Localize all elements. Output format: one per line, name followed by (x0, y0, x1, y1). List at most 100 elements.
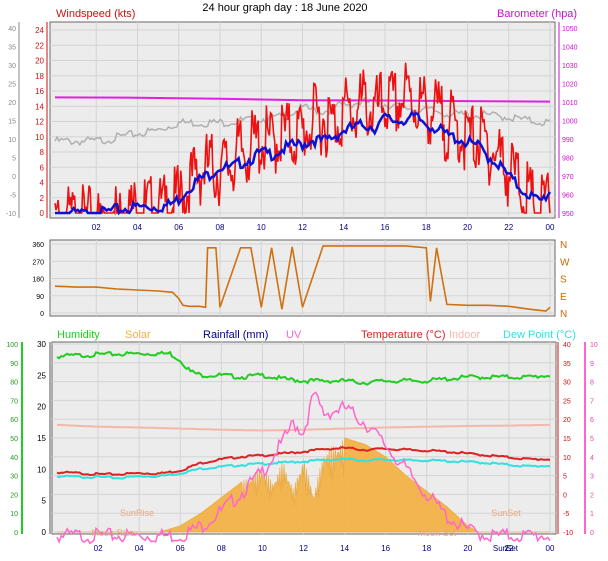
compass-label: S (560, 275, 567, 286)
outer-tick-label: 25 (8, 82, 16, 89)
series-line-direction (54, 245, 551, 312)
temp-tick-label: 5 (563, 474, 567, 481)
humidity-tick-label: 60 (10, 417, 18, 424)
legend-label: Temperature (°C) (361, 329, 445, 341)
baro-tick-label: 1050 (562, 26, 578, 33)
wind-x-tick-label: 00 (546, 223, 555, 232)
series-line-barometer (54, 96, 551, 103)
temp-x-tick-label: 22 (504, 544, 513, 553)
moonset-label: Moon Set (418, 528, 457, 538)
wind-x-tick-label: 12 (298, 223, 307, 232)
wind-x-tick-label: 14 (339, 223, 348, 232)
wind-tick-label: 14 (35, 102, 44, 111)
temp-x-tick-label: 04 (135, 544, 144, 553)
baro-tick-label: 980 (562, 156, 574, 163)
series-line-wind-avg (55, 110, 552, 216)
direction-series (54, 245, 551, 312)
legend-label: Indoor (449, 329, 481, 341)
temp-tick-label: 20 (563, 417, 571, 424)
wind-tick-label: 22 (35, 41, 44, 50)
direction-tick-label: 90 (36, 294, 44, 301)
baro-tick-label: 960 (562, 193, 574, 200)
wind-tick-label: 8 (40, 148, 45, 157)
outer-tick-label: 15 (8, 119, 16, 126)
humidity-tick-label: 90 (10, 361, 18, 368)
baro-tick-label: 1010 (562, 100, 578, 107)
compass-label: N (560, 240, 567, 251)
wind-plot-area (49, 21, 556, 219)
compass-label: E (560, 292, 567, 303)
direction-tick-label: 270 (32, 259, 44, 266)
legend-label: Humidity (57, 329, 100, 341)
series-line-temperature (56, 446, 551, 477)
humidity-tick-label: 70 (10, 398, 18, 405)
temp-tick-label: 15 (563, 436, 571, 443)
direction-grid (50, 240, 555, 316)
baro-tick-label: 970 (562, 174, 574, 181)
wind-x-tick-label: 22 (504, 223, 513, 232)
barometer-axis-label: Barometer (hpa) (497, 8, 577, 20)
wind-tick-label: 4 (40, 179, 45, 188)
temp-tick-label: -5 (563, 511, 569, 518)
temp-x-tick-label: 10 (258, 544, 267, 553)
wind-x-tick-label: 10 (257, 223, 266, 232)
outer-tick-label: 0 (12, 174, 16, 181)
series-line-uv (56, 391, 551, 545)
direction-axis-labels: 360 N 270 W 180 S 90 E 0 N (32, 240, 570, 320)
legend-label: Rainfall (mm) (203, 329, 268, 341)
temp-tick-label: -10 (563, 530, 573, 537)
wind-tick-label: 2 (40, 194, 45, 203)
legend: Humidity Solar Rainfall (mm) UV Temperature … (57, 329, 576, 341)
direction-plot-area (49, 239, 556, 317)
humidity-tick-label: 10 (10, 511, 18, 518)
wind-x-tick-label: 02 (92, 223, 101, 232)
sun-label: Sun (493, 544, 507, 553)
temp-tick-label: 40 (563, 342, 571, 349)
temp-x-tick-label: 14 (340, 544, 349, 553)
uv-tick-label: 8 (590, 380, 594, 387)
set-label: Set (506, 544, 519, 553)
wind-x-tick-label: 20 (463, 223, 472, 232)
series-line-dewpoint (56, 457, 551, 480)
wind-tick-label: 0 (40, 209, 45, 218)
outer-tick-label: 10 (8, 137, 16, 144)
compass-label: N (560, 309, 567, 320)
uv-tick-label: 7 (590, 398, 594, 405)
series-line-wind-gust (54, 62, 551, 216)
outer-tick-label: 35 (8, 45, 16, 52)
windspeed-axis-label: Windspeed (kts) (56, 8, 135, 20)
temp-tick-label: 30 (563, 380, 571, 387)
wind-x-tick-label: 04 (133, 223, 142, 232)
moonrise-label: Moon Rise (91, 528, 134, 538)
legend-label: Dew Point (°C) (503, 329, 576, 341)
sunset-label: SunSet (491, 508, 521, 518)
wind-tick-label: 18 (35, 72, 44, 81)
direction-tick-label: 180 (32, 277, 44, 284)
solar-tick-label: 25 (37, 371, 46, 380)
humidity-tick-label: 50 (10, 436, 18, 443)
temp-x-tick-label: 20 (463, 544, 472, 553)
wind-tick-label: 20 (35, 57, 44, 66)
wind-x-tick-label: 18 (422, 223, 431, 232)
temp-axis-labels: -10-505101520253035400102030405060708090… (6, 340, 598, 553)
temp-plot-area: SunRise SunSet Moon Rise Moon Set SunSet (51, 341, 557, 553)
wind-tick-label: 10 (35, 133, 44, 142)
direction-tick-label: 0 (40, 311, 44, 318)
outer-tick-label: -5 (10, 193, 16, 200)
wind-axis-labels: 024681012141618202224-10-505101520253035… (6, 26, 578, 232)
baro-tick-label: 1040 (562, 45, 578, 52)
temp-x-tick-label: 16 (381, 544, 390, 553)
temp-tick-label: 35 (563, 361, 571, 368)
direction-tick-label: 360 (32, 242, 44, 249)
outer-tick-label: 30 (8, 63, 16, 70)
wind-tick-label: 6 (40, 163, 45, 172)
baro-tick-label: 990 (562, 137, 574, 144)
series-line-indoor (56, 423, 551, 432)
temp-x-tick-label: 12 (299, 544, 308, 553)
solar-tick-label: 10 (37, 465, 46, 474)
uv-tick-label: 2 (590, 492, 594, 499)
legend-label: UV (286, 329, 302, 341)
temp-x-tick-label: 18 (422, 544, 431, 553)
solar-tick-label: 30 (37, 340, 46, 349)
